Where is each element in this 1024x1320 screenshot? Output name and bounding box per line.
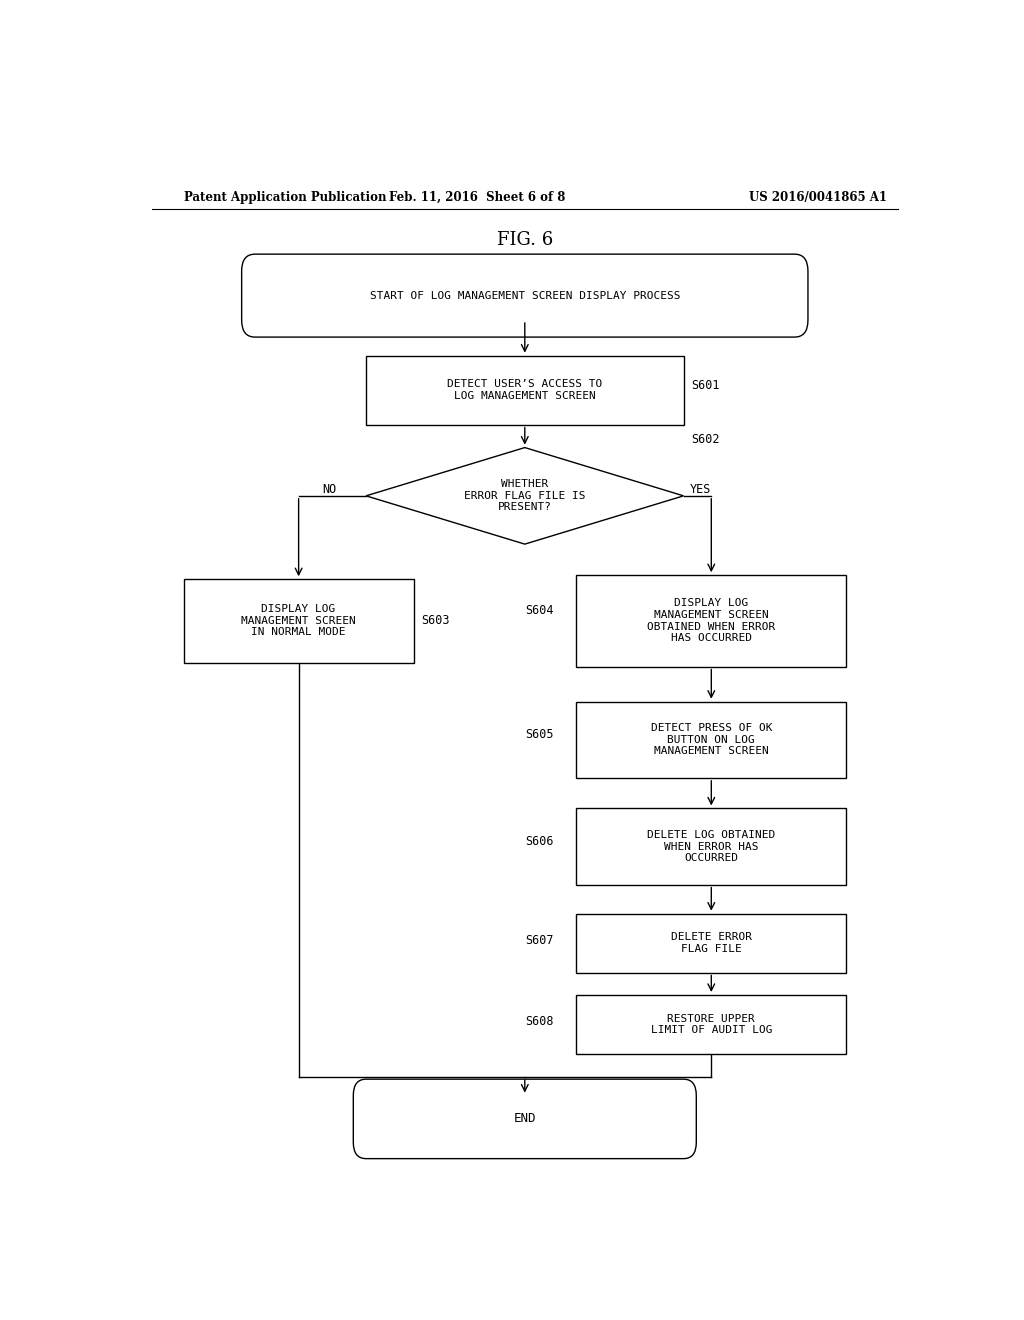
Text: DISPLAY LOG
MANAGEMENT SCREEN
IN NORMAL MODE: DISPLAY LOG MANAGEMENT SCREEN IN NORMAL … [242, 605, 356, 638]
Text: YES: YES [690, 483, 712, 496]
Bar [367, 355, 684, 425]
Text: S604: S604 [524, 605, 553, 618]
Bar [577, 913, 846, 973]
Text: Patent Application Publication: Patent Application Publication [183, 190, 386, 203]
Text: NO: NO [323, 483, 337, 496]
Polygon shape [367, 447, 684, 544]
Text: DELETE LOG OBTAINED
WHEN ERROR HAS
OCCURRED: DELETE LOG OBTAINED WHEN ERROR HAS OCCUR… [647, 830, 775, 863]
Text: Feb. 11, 2016  Sheet 6 of 8: Feb. 11, 2016 Sheet 6 of 8 [389, 190, 565, 203]
FancyBboxPatch shape [353, 1080, 696, 1159]
Bar [183, 579, 414, 663]
Text: S601: S601 [691, 379, 720, 392]
Bar [577, 702, 846, 777]
Text: S607: S607 [524, 933, 553, 946]
Text: START OF LOG MANAGEMENT SCREEN DISPLAY PROCESS: START OF LOG MANAGEMENT SCREEN DISPLAY P… [370, 290, 680, 301]
Text: S602: S602 [691, 433, 720, 446]
Text: RESTORE UPPER
LIMIT OF AUDIT LOG: RESTORE UPPER LIMIT OF AUDIT LOG [650, 1014, 772, 1035]
Bar [577, 995, 846, 1053]
Bar [577, 576, 846, 667]
Text: END: END [514, 1113, 536, 1126]
Text: S608: S608 [524, 1015, 553, 1028]
Text: DETECT USER’S ACCESS TO
LOG MANAGEMENT SCREEN: DETECT USER’S ACCESS TO LOG MANAGEMENT S… [447, 379, 602, 401]
Text: FIG. 6: FIG. 6 [497, 231, 553, 248]
Bar [577, 808, 846, 884]
Text: S605: S605 [524, 729, 553, 742]
Text: DISPLAY LOG
MANAGEMENT SCREEN
OBTAINED WHEN ERROR
HAS OCCURRED: DISPLAY LOG MANAGEMENT SCREEN OBTAINED W… [647, 598, 775, 643]
Text: DELETE ERROR
FLAG FILE: DELETE ERROR FLAG FILE [671, 932, 752, 954]
FancyBboxPatch shape [242, 255, 808, 337]
Text: DETECT PRESS OF OK
BUTTON ON LOG
MANAGEMENT SCREEN: DETECT PRESS OF OK BUTTON ON LOG MANAGEM… [650, 723, 772, 756]
Text: S603: S603 [422, 614, 451, 627]
Text: S606: S606 [524, 836, 553, 847]
Text: US 2016/0041865 A1: US 2016/0041865 A1 [750, 190, 888, 203]
Text: WHETHER
ERROR FLAG FILE IS
PRESENT?: WHETHER ERROR FLAG FILE IS PRESENT? [464, 479, 586, 512]
